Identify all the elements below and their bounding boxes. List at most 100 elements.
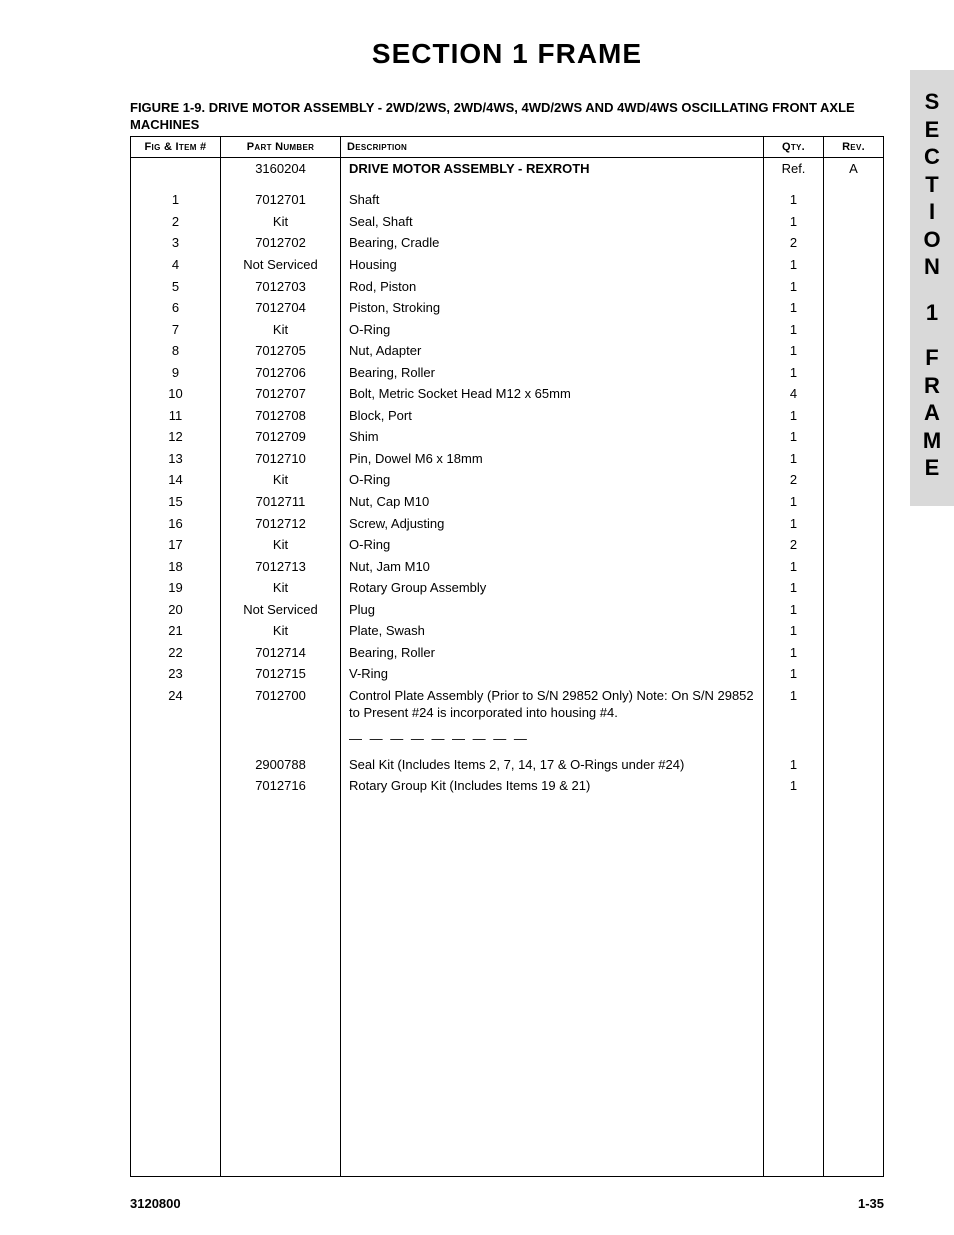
- col-header-rev: Rev.: [824, 136, 884, 157]
- table-row: 19KitRotary Group Assembly1: [131, 577, 884, 599]
- col-header-part: Part Number: [221, 136, 341, 157]
- table-row: 7012716Rotary Group Kit (Includes Items …: [131, 775, 884, 797]
- cell: [824, 297, 884, 319]
- table-row: 87012705Nut, Adapter1: [131, 340, 884, 362]
- cell: 7012705: [221, 340, 341, 362]
- cell: [824, 513, 884, 535]
- table-header-row: Fig & Item # Part Number Description Qty…: [131, 136, 884, 157]
- cell: 1: [764, 254, 824, 276]
- cell: 1: [764, 491, 824, 513]
- cell: Housing: [341, 254, 764, 276]
- cell: 1: [764, 620, 824, 642]
- table-row-assembly: 3160204DRIVE MOTOR ASSEMBLY - REXROTHRef…: [131, 157, 884, 179]
- cell: 1: [764, 754, 824, 776]
- cell: 7012701: [221, 189, 341, 211]
- cell: [764, 179, 824, 189]
- cell: 11: [131, 405, 221, 427]
- cell: 6: [131, 297, 221, 319]
- cell: 5: [131, 276, 221, 298]
- side-tab-char: E: [925, 116, 940, 144]
- cell: 7012708: [221, 405, 341, 427]
- cell: [131, 157, 221, 179]
- cell: Bearing, Roller: [341, 642, 764, 664]
- cell: [824, 599, 884, 621]
- cell: 7012712: [221, 513, 341, 535]
- cell: [824, 469, 884, 491]
- table-row: 21KitPlate, Swash1: [131, 620, 884, 642]
- table-row: 14KitO-Ring2: [131, 469, 884, 491]
- cell: 20: [131, 599, 221, 621]
- table-row: 67012704Piston, Stroking1: [131, 297, 884, 319]
- parts-table: Fig & Item # Part Number Description Qty…: [130, 136, 884, 1177]
- cell: Piston, Stroking: [341, 297, 764, 319]
- cell: Kit: [221, 469, 341, 491]
- cell: Kit: [221, 620, 341, 642]
- cell: 1: [764, 297, 824, 319]
- cell: Nut, Jam M10: [341, 556, 764, 578]
- col-header-qty: Qty.: [764, 136, 824, 157]
- parts-table-body: 3160204DRIVE MOTOR ASSEMBLY - REXROTHRef…: [131, 157, 884, 1176]
- cell: Bearing, Roller: [341, 362, 764, 384]
- col-header-desc: Description: [341, 136, 764, 157]
- cell: Pin, Dowel M6 x 18mm: [341, 448, 764, 470]
- cell: Kit: [221, 534, 341, 556]
- cell: DRIVE MOTOR ASSEMBLY - REXROTH: [341, 157, 764, 179]
- footer-doc-number: 3120800: [130, 1196, 181, 1211]
- cell: 1: [764, 189, 824, 211]
- cell: 7012713: [221, 556, 341, 578]
- cell: 2900788: [221, 754, 341, 776]
- cell: 1: [764, 276, 824, 298]
- cell: 7012702: [221, 232, 341, 254]
- cell: [341, 179, 764, 189]
- cell: 7012716: [221, 775, 341, 797]
- cell: [824, 577, 884, 599]
- cell: 4: [764, 383, 824, 405]
- cell: 8: [131, 340, 221, 362]
- cell: 23: [131, 663, 221, 685]
- cell: Rotary Group Assembly: [341, 577, 764, 599]
- cell: [824, 405, 884, 427]
- table-row: 187012713Nut, Jam M101: [131, 556, 884, 578]
- cell: [824, 724, 884, 754]
- cell: 7012707: [221, 383, 341, 405]
- cell: 1: [764, 426, 824, 448]
- table-row: 247012700Control Plate Assembly (Prior t…: [131, 685, 884, 724]
- table-row: 167012712Screw, Adjusting1: [131, 513, 884, 535]
- cell: [131, 797, 221, 1177]
- cell: 24: [131, 685, 221, 724]
- cell: 7012706: [221, 362, 341, 384]
- cell: 19: [131, 577, 221, 599]
- cell: Rotary Group Kit (Includes Items 19 & 21…: [341, 775, 764, 797]
- cell: 1: [764, 340, 824, 362]
- cell: Nut, Cap M10: [341, 491, 764, 513]
- cell: 1: [764, 513, 824, 535]
- cell: A: [824, 157, 884, 179]
- cell: [221, 724, 341, 754]
- cell: Kit: [221, 211, 341, 233]
- cell: [824, 189, 884, 211]
- cell: 9: [131, 362, 221, 384]
- cell: 1: [764, 319, 824, 341]
- side-tab-char: S: [925, 88, 940, 116]
- table-row: 157012711Nut, Cap M101: [131, 491, 884, 513]
- cell: Screw, Adjusting: [341, 513, 764, 535]
- cell: [131, 724, 221, 754]
- cell: [221, 797, 341, 1177]
- page: SECTION 1 FRAME FIGURE 1-9. DRIVE MOTOR …: [0, 0, 954, 1235]
- cell: 15: [131, 491, 221, 513]
- cell: [824, 754, 884, 776]
- table-row: 17KitO-Ring2: [131, 534, 884, 556]
- table-row: 4Not ServicedHousing1: [131, 254, 884, 276]
- cell: [824, 362, 884, 384]
- cell: 7012703: [221, 276, 341, 298]
- cell: [764, 724, 824, 754]
- cell: Not Serviced: [221, 599, 341, 621]
- cell: 7012709: [221, 426, 341, 448]
- cell: 17: [131, 534, 221, 556]
- cell: [131, 179, 221, 189]
- table-row: 137012710Pin, Dowel M6 x 18mm1: [131, 448, 884, 470]
- cell: Kit: [221, 319, 341, 341]
- cell: 1: [764, 211, 824, 233]
- cell: [824, 340, 884, 362]
- cell: 1: [764, 405, 824, 427]
